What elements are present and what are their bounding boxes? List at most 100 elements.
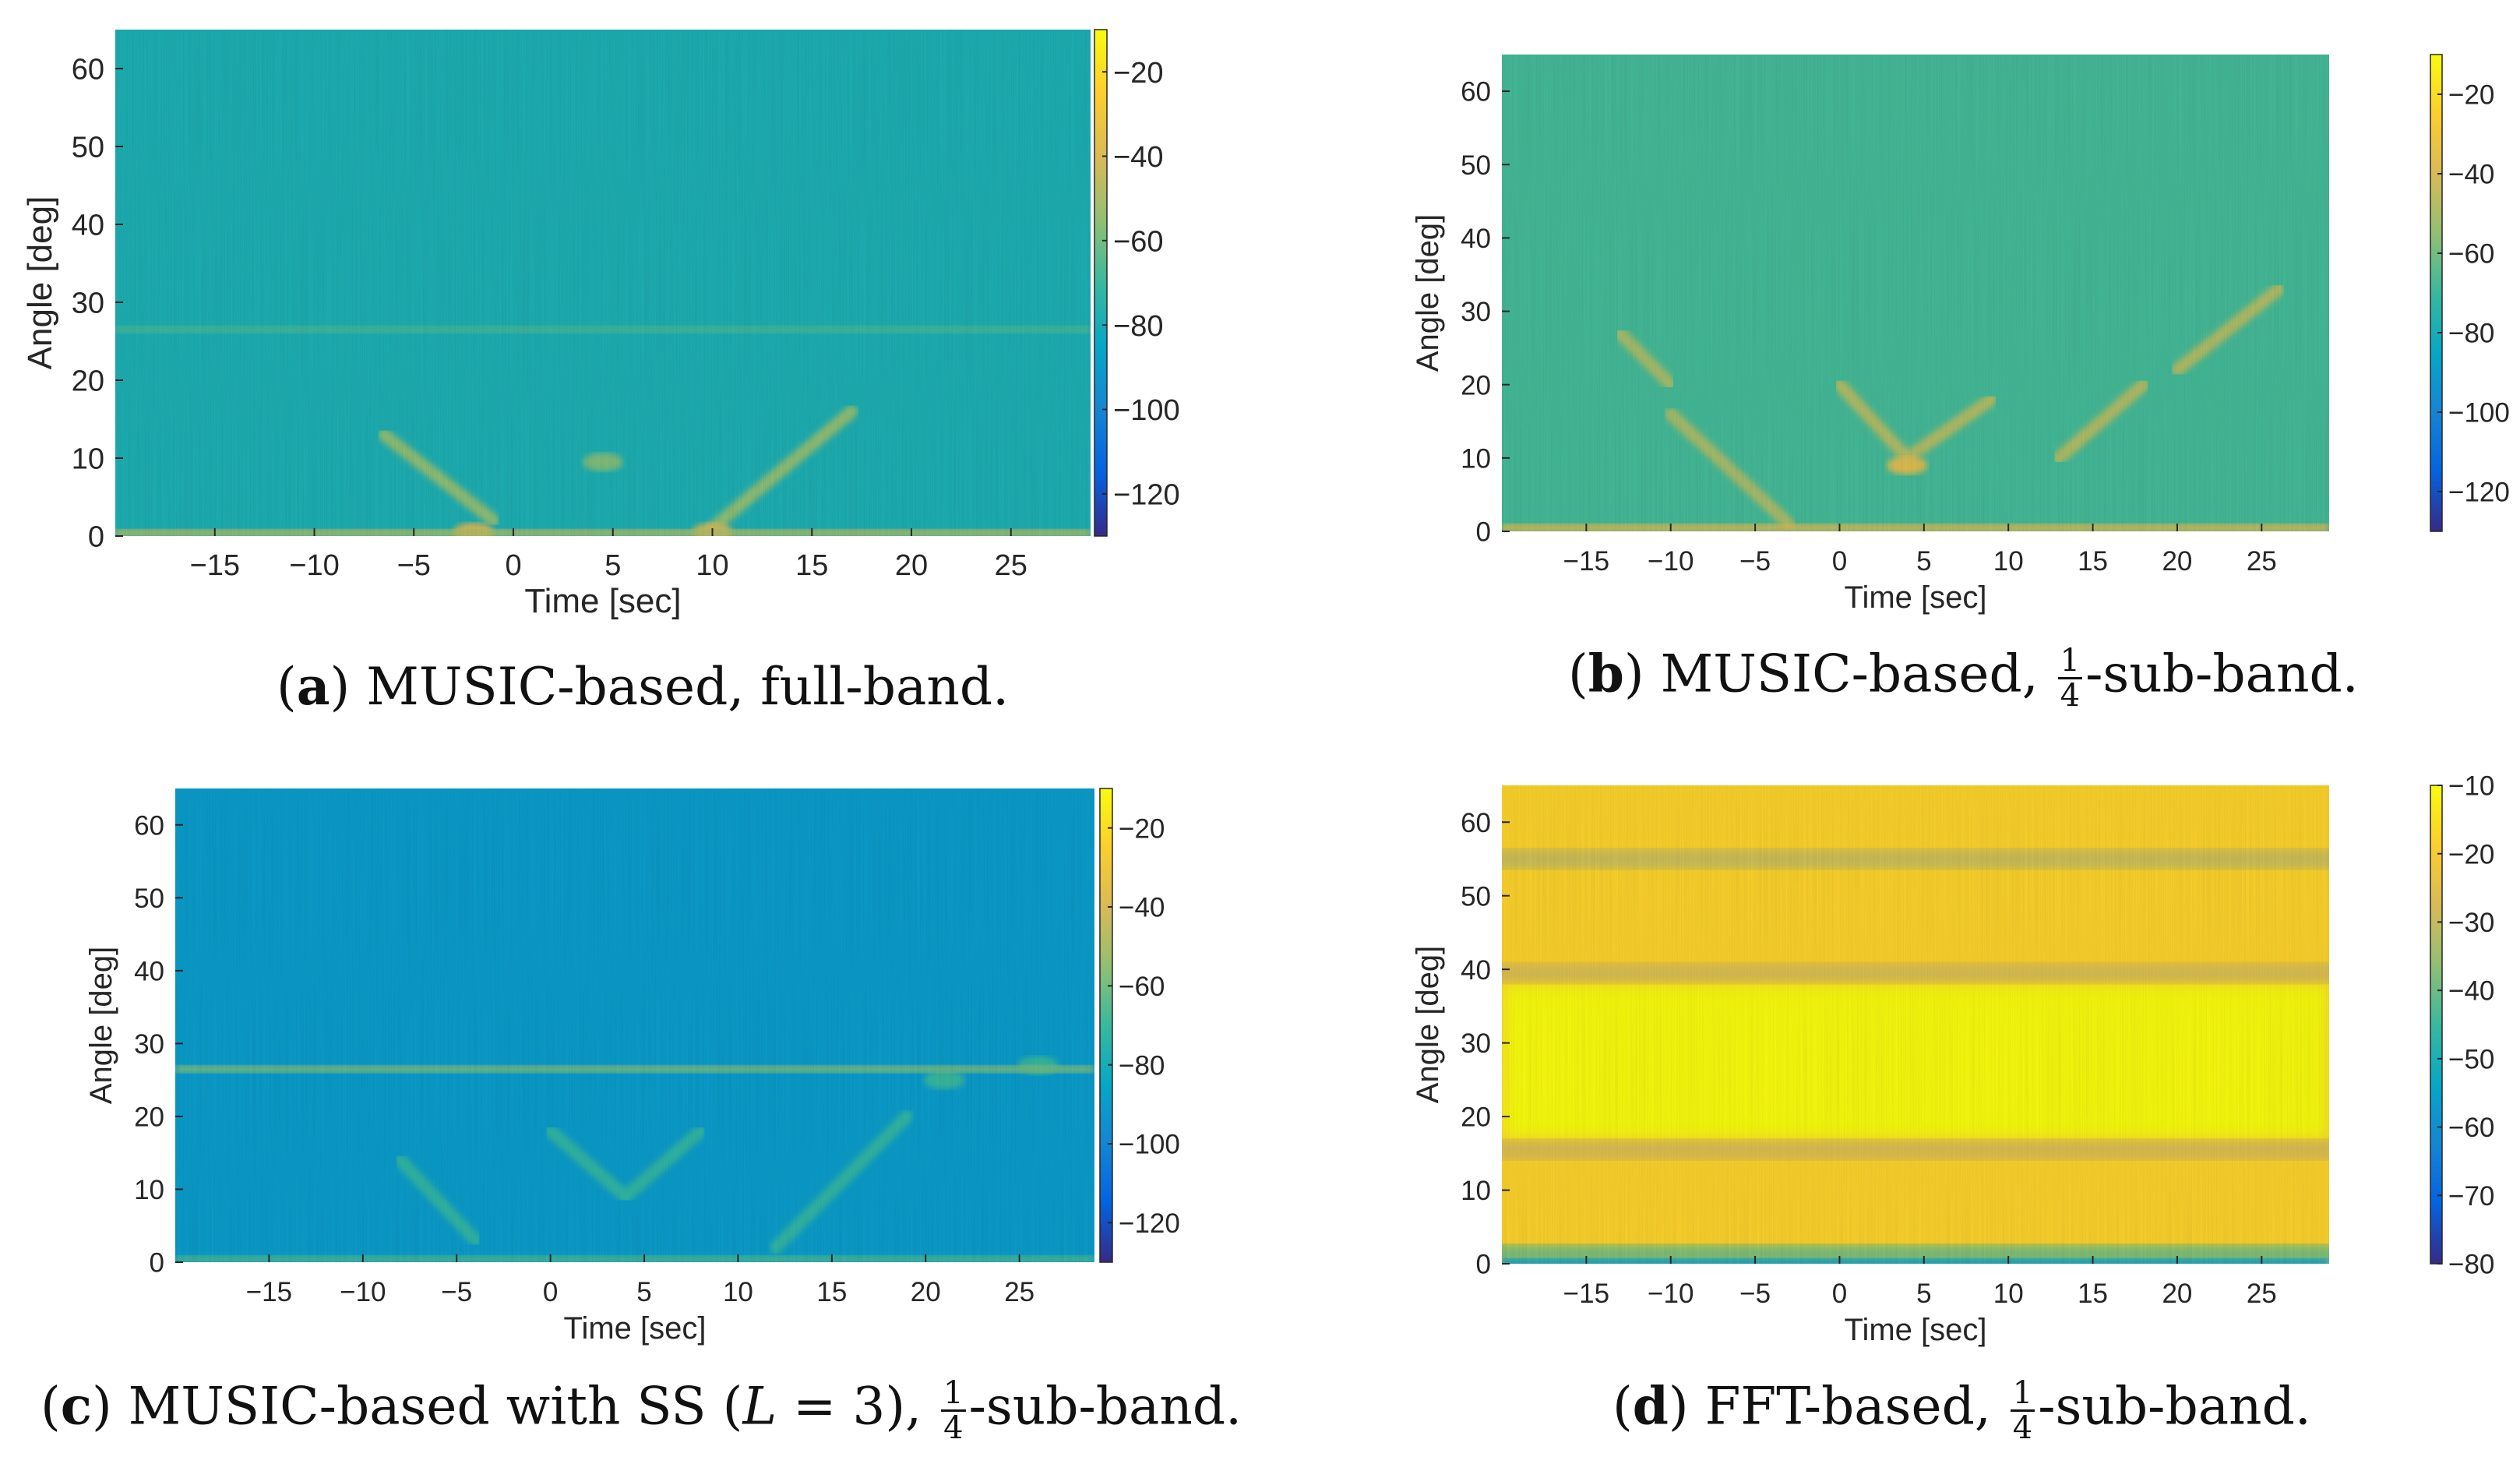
colorbar-tick-label: −20	[1113, 57, 1163, 90]
x-tick-label: 25	[2247, 1279, 2277, 1309]
y-tick-label: 30	[1461, 297, 1491, 327]
x-tick-label: 5	[636, 1277, 651, 1307]
caption-b: (b) MUSIC-based, 1 4 -sub-band.	[1568, 643, 2359, 714]
y-tick-label: 60	[134, 810, 164, 841]
y-tick-label: 30	[1461, 1028, 1491, 1059]
colorbar-tick-label: −70	[2448, 1181, 2494, 1212]
y-tick-label: 0	[150, 1248, 164, 1279]
y-tick-label: 60	[1461, 77, 1491, 108]
colorbar-tick-label: −60	[1113, 226, 1163, 259]
x-tick-label: 0	[543, 1277, 558, 1307]
panel-a: −15 −10 −5 0 5 10 15 20 25 0 10 20 30 40 50 60 Time [sec…	[21, 29, 1180, 620]
x-axis-label: Time [sec]	[1845, 580, 1987, 615]
colorbar-tick-label: −60	[1119, 972, 1165, 1002]
colorbar-tick-label: −40	[2448, 976, 2494, 1007]
colorbar-tick-label: −20	[2448, 80, 2494, 111]
x-tick-label: 5	[1916, 1279, 1931, 1309]
y-tick-label: 50	[1461, 150, 1491, 181]
x-tick-label: −15	[1563, 1279, 1609, 1309]
y-tick-label: 40	[134, 956, 164, 986]
x-tick-label: 20	[2162, 546, 2192, 577]
colorbar-tick-label: −100	[2448, 398, 2510, 429]
colorbar-tick-label: −120	[2448, 478, 2510, 508]
colorbar-tick-label: −40	[2448, 160, 2494, 190]
colorbar-tick-label: −80	[2448, 319, 2494, 349]
x-tick-label: 5	[604, 549, 621, 582]
colorbar-tick-label: −60	[2448, 1113, 2494, 1143]
x-tick-label: 25	[1004, 1277, 1034, 1307]
colorbar-tick-label: −10	[2448, 771, 2494, 802]
x-tick-label: −5	[1739, 546, 1771, 577]
x-tick-label: 25	[995, 549, 1027, 582]
x-tick-label: 10	[723, 1277, 753, 1307]
y-tick-label: 20	[1461, 1102, 1491, 1133]
x-tick-label: −15	[246, 1277, 292, 1307]
colorbar	[2430, 54, 2443, 532]
x-tick-label: 0	[505, 549, 521, 582]
colorbar-tick-label: −80	[2448, 1250, 2494, 1280]
x-tick-label: 15	[816, 1277, 847, 1307]
x-tick-label: 10	[1993, 1279, 2024, 1309]
x-tick-label: 25	[2247, 546, 2277, 577]
noise-texture	[175, 788, 1094, 1262]
x-tick-label: 15	[795, 549, 828, 582]
x-tick-label: 20	[911, 1277, 941, 1307]
x-tick-label: 0	[1832, 546, 1847, 577]
noise-texture	[1502, 785, 2329, 1264]
caption-c: (c) MUSIC-based with SS (L = 3), 1 4 -sub-…	[41, 1375, 1242, 1446]
y-axis-label: Angle [deg]	[21, 196, 59, 370]
y-tick-label: 30	[72, 287, 104, 320]
panel-b: −15 −10 −5 0 5 10 15 20 25 0 10 20 30 40 50 60 Time [sec…	[1411, 54, 2510, 615]
y-tick-label: 10	[134, 1175, 164, 1205]
heatmap-image	[1502, 785, 2329, 1264]
x-tick-label: −5	[441, 1277, 472, 1307]
heatmap-image	[175, 788, 1094, 1262]
x-tick-label: −5	[397, 549, 431, 582]
heatmap-image	[115, 30, 1091, 536]
colorbar-tick-label: −40	[1113, 141, 1163, 174]
y-tick-label: 0	[1476, 517, 1491, 548]
y-axis-label: Angle [deg]	[1411, 946, 1445, 1103]
y-axis-label: Angle [deg]	[84, 947, 118, 1104]
x-tick-label: −5	[1739, 1279, 1771, 1309]
x-tick-label: −15	[190, 549, 240, 582]
x-tick-label: −10	[340, 1277, 386, 1307]
y-tick-label: 20	[1461, 370, 1491, 400]
y-tick-label: 10	[1461, 443, 1491, 474]
y-tick-label: 60	[1461, 808, 1491, 838]
y-tick-label: 40	[1461, 955, 1491, 986]
x-tick-label: −15	[1563, 546, 1609, 577]
colorbar	[1094, 29, 1108, 537]
x-tick-label: 0	[1832, 1279, 1847, 1309]
caption-a: (a) MUSIC-based, full-band.	[277, 656, 1010, 717]
y-tick-label: 0	[88, 521, 104, 554]
y-tick-label: 60	[72, 54, 104, 86]
colorbar-tick-label: −100	[1119, 1130, 1180, 1160]
x-tick-label: 10	[696, 549, 728, 582]
x-axis-label: Time [sec]	[564, 1311, 707, 1346]
colorbar-tick-label: −80	[1119, 1050, 1165, 1081]
x-axis-label: Time [sec]	[1845, 1313, 1987, 1347]
colorbar-tick-label: −50	[2448, 1044, 2494, 1074]
x-tick-label: 20	[895, 549, 928, 582]
colorbar-tick-label: −30	[2448, 908, 2494, 938]
colorbar-tick-label: −120	[1113, 479, 1180, 512]
colorbar-tick-label: −40	[1119, 893, 1165, 923]
y-tick-label: 40	[1461, 224, 1491, 254]
x-tick-label: −10	[1648, 546, 1694, 577]
y-tick-label: 30	[134, 1029, 164, 1060]
y-tick-label: 10	[1461, 1176, 1491, 1206]
y-tick-label: 40	[72, 210, 104, 242]
y-tick-label: 50	[134, 884, 164, 914]
x-tick-label: 15	[2078, 546, 2108, 577]
y-tick-label: 10	[72, 443, 104, 476]
x-tick-label: 5	[1916, 546, 1931, 577]
colorbar-tick-label: −20	[1119, 813, 1165, 844]
y-axis-label: Angle [deg]	[1411, 214, 1445, 372]
panel-c: −15 −10 −5 0 5 10 15 20 25 0 10 20 30 40 50 60 Time [sec…	[84, 788, 1180, 1346]
y-tick-label: 50	[72, 132, 104, 164]
